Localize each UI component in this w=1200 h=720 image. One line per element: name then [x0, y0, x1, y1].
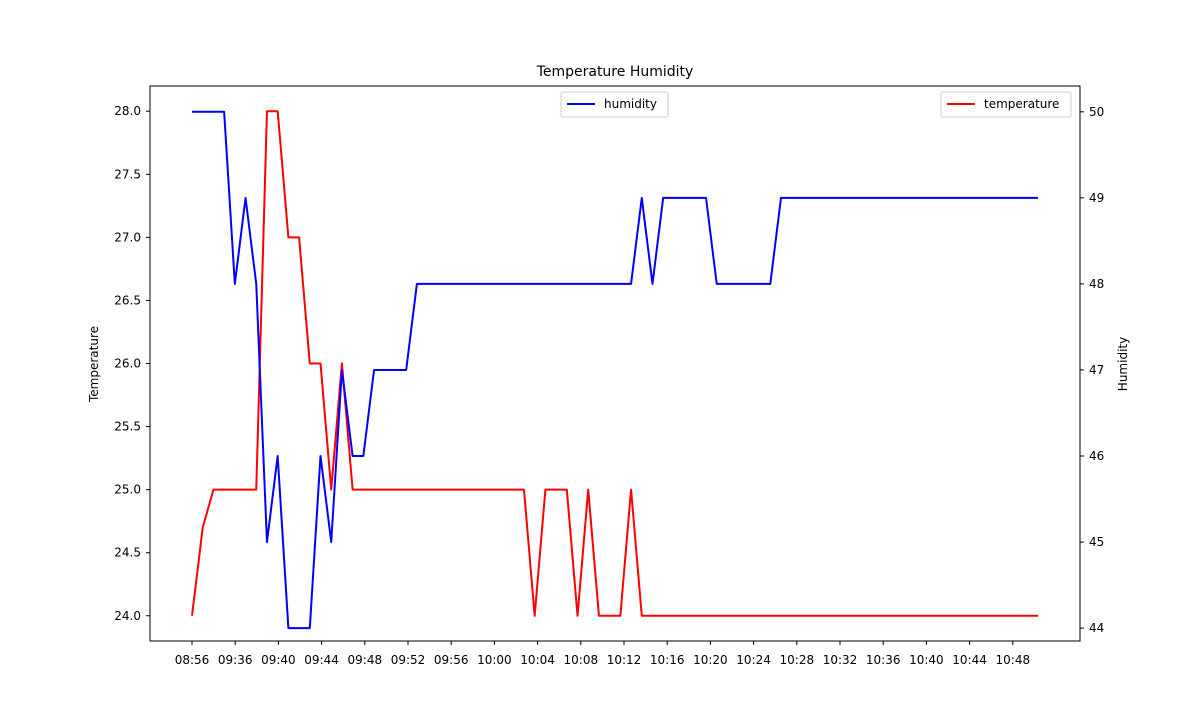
x-tick-label: 09:36: [218, 653, 253, 667]
y-left-tick-label: 26.0: [114, 357, 141, 371]
y-right-tick-label: 49: [1089, 191, 1104, 205]
legend-humidity-box: [560, 91, 669, 118]
y-left-tick-label: 27.5: [114, 167, 141, 181]
x-tick-label: 10:44: [952, 653, 987, 667]
legend-temperature: temperature: [940, 91, 1072, 118]
x-tick-label: 10:04: [520, 653, 555, 667]
x-tick-label: 10:28: [780, 653, 815, 667]
series-line-temperature: [191, 110, 1038, 617]
y-axis-right-label: Humidity: [1116, 337, 1130, 391]
y-axis-left: 24.0 24.5 25.0 25.5 26.0 26.5 27.0 27.5 28.0: [114, 104, 150, 623]
x-tick-label: 10:12: [607, 653, 642, 667]
y-right-tick-label: 45: [1089, 535, 1104, 549]
y-right-tick-label: 47: [1089, 363, 1104, 377]
y-left-tick-label: 28.0: [114, 104, 141, 118]
y-left-tick-label: 26.5: [114, 293, 141, 307]
y-right-tick-label: 48: [1089, 277, 1104, 291]
y-right-tick-label: 50: [1089, 105, 1104, 119]
y-left-tick-label: 25.5: [114, 420, 141, 434]
x-tick-label: 09:52: [391, 653, 426, 667]
y-left-tick-label: 24.0: [114, 609, 141, 623]
y-left-tick-label: 27.0: [114, 230, 141, 244]
legend-humidity-label: humidity: [604, 97, 657, 111]
x-tick-label: 09:48: [348, 653, 383, 667]
x-tick-label: 08:56: [175, 653, 210, 667]
x-tick-label: 09:40: [261, 653, 296, 667]
x-tick-label: 10:40: [909, 653, 944, 667]
chart-title: Temperature Humidity: [536, 64, 694, 80]
x-tick-label: 10:24: [736, 653, 771, 667]
plot-area-frame: [149, 85, 1081, 642]
x-tick-label: 10:32: [823, 653, 858, 667]
series-layer: [191, 110, 1038, 630]
x-tick-label: 10:00: [477, 653, 512, 667]
x-tick-label: 10:16: [650, 653, 685, 667]
y-right-tick-label: 46: [1089, 449, 1104, 463]
y-left-tick-label: 25.0: [114, 483, 141, 497]
x-tick-label: 10:20: [693, 653, 728, 667]
x-tick-label: 09:44: [304, 653, 339, 667]
x-tick-label: 10:48: [996, 653, 1031, 667]
series-line-humidity: [192, 110, 1038, 630]
x-axis: 08:56 09:36 09:40 09:44 09:48 09:52 09:56 10:00…: [175, 641, 1030, 667]
x-tick-label: 10:08: [564, 653, 599, 667]
x-tick-label: 09:56: [434, 653, 469, 667]
legend-temperature-label: temperature: [984, 97, 1059, 111]
y-right-tick-label: 44: [1089, 621, 1104, 635]
y-axis-left-label: Temperature: [87, 326, 101, 403]
legend-temperature-box: [940, 91, 1072, 118]
legend-humidity: humidity: [560, 91, 669, 118]
y-left-tick-label: 24.5: [114, 546, 141, 560]
y-axis-right: 44 45 46 47 48 49 50: [1080, 105, 1104, 635]
x-tick-label: 10:36: [866, 653, 901, 667]
